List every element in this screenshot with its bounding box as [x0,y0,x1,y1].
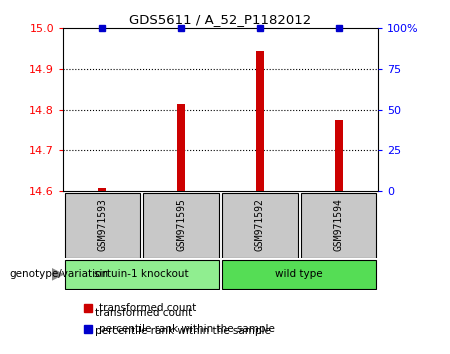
Text: transformed count: transformed count [99,303,196,313]
Text: genotype/variation: genotype/variation [9,269,108,279]
Text: GSM971595: GSM971595 [176,198,186,251]
Text: GSM971593: GSM971593 [97,198,108,251]
Bar [177,104,185,191]
Polygon shape [52,269,63,280]
Bar [65,193,140,258]
Bar [301,193,376,258]
Bar [222,193,297,258]
Text: sirtuin-1 knockout: sirtuin-1 knockout [94,269,189,279]
Bar [65,260,219,289]
Text: percentile rank within the sample: percentile rank within the sample [94,326,270,336]
Bar [99,188,106,191]
Text: transformed count: transformed count [94,308,192,318]
Title: GDS5611 / A_52_P1182012: GDS5611 / A_52_P1182012 [130,13,311,26]
Text: percentile rank within the sample: percentile rank within the sample [99,324,274,334]
Bar [222,260,376,289]
Text: GSM971592: GSM971592 [255,198,265,251]
Text: wild type: wild type [275,269,323,279]
Bar [256,51,264,191]
Bar [144,193,219,258]
Text: GSM971594: GSM971594 [333,198,344,251]
Bar [335,120,342,191]
